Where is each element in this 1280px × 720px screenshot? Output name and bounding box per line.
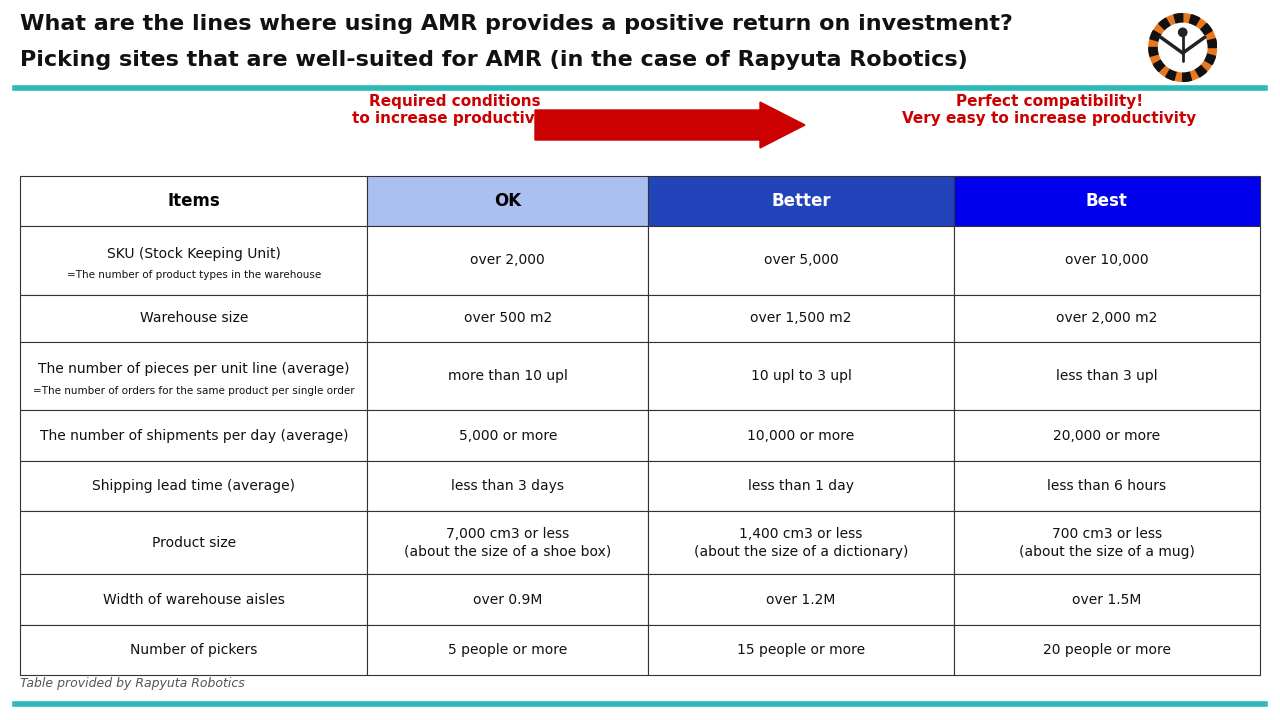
Text: less than 6 hours: less than 6 hours [1047, 479, 1166, 493]
Bar [648, 625, 954, 675]
Bar [367, 176, 648, 226]
Bar [20, 176, 367, 226]
Bar [20, 294, 367, 342]
Text: Shipping lead time (average): Shipping lead time (average) [92, 479, 296, 493]
Bar [20, 410, 367, 461]
Text: Perfect compatibility!
Very easy to increase productivity: Perfect compatibility! Very easy to incr… [902, 94, 1197, 126]
Text: less than 1 day: less than 1 day [748, 479, 854, 493]
Text: less than 3 days: less than 3 days [452, 479, 564, 493]
Text: 10,000 or more: 10,000 or more [748, 428, 855, 443]
Wedge shape [1199, 24, 1212, 35]
Bar [367, 294, 648, 342]
Text: Picking sites that are well-suited for AMR (in the case of Rapyuta Robotics): Picking sites that are well-suited for A… [20, 50, 968, 71]
Wedge shape [1174, 14, 1183, 24]
FancyArrow shape [535, 102, 805, 148]
Bar [20, 461, 367, 511]
Text: less than 3 upl: less than 3 upl [1056, 369, 1157, 383]
Bar [954, 461, 1260, 511]
Text: over 5,000: over 5,000 [764, 253, 838, 267]
Text: =The number of product types in the warehouse: =The number of product types in the ware… [67, 271, 321, 280]
Wedge shape [1189, 15, 1199, 27]
Text: Best: Best [1085, 192, 1128, 210]
Text: over 2,000 m2: over 2,000 m2 [1056, 311, 1157, 325]
Bar [954, 176, 1260, 226]
Bar [954, 575, 1260, 625]
Text: 700 cm3 or less
(about the size of a mug): 700 cm3 or less (about the size of a mug… [1019, 527, 1194, 559]
Text: The number of pieces per unit line (average): The number of pieces per unit line (aver… [38, 362, 349, 377]
Bar [20, 342, 367, 410]
Text: 20,000 or more: 20,000 or more [1053, 428, 1160, 443]
Wedge shape [1166, 68, 1176, 80]
Text: Number of pickers: Number of pickers [131, 643, 257, 657]
Bar [648, 342, 954, 410]
Wedge shape [1203, 54, 1216, 65]
Wedge shape [1194, 65, 1207, 77]
Text: more than 10 upl: more than 10 upl [448, 369, 568, 383]
Text: over 1,500 m2: over 1,500 m2 [750, 311, 851, 325]
Text: Better: Better [772, 192, 831, 210]
Bar [367, 625, 648, 675]
Bar [648, 511, 954, 575]
Text: =The number of orders for the same product per single order: =The number of orders for the same produ… [33, 386, 355, 396]
Bar [648, 410, 954, 461]
Bar [367, 461, 648, 511]
Wedge shape [1149, 30, 1162, 41]
Bar [954, 511, 1260, 575]
Bar [954, 625, 1260, 675]
Text: Table provided by Rapyuta Robotics: Table provided by Rapyuta Robotics [20, 677, 246, 690]
Text: over 1.5M: over 1.5M [1073, 593, 1142, 607]
Bar [648, 575, 954, 625]
Bar [367, 226, 648, 294]
Text: What are the lines where using AMR provides a positive return on investment?: What are the lines where using AMR provi… [20, 14, 1014, 35]
Bar [20, 226, 367, 294]
Bar [367, 575, 648, 625]
Text: 20 people or more: 20 people or more [1043, 643, 1171, 657]
Bar [954, 410, 1260, 461]
Text: Warehouse size: Warehouse size [140, 311, 248, 325]
Bar [954, 342, 1260, 410]
Text: over 10,000: over 10,000 [1065, 253, 1148, 267]
Text: Required conditions
to increase productivity: Required conditions to increase producti… [352, 94, 557, 126]
Bar [648, 176, 954, 226]
Text: 7,000 cm3 or less
(about the size of a shoe box): 7,000 cm3 or less (about the size of a s… [404, 527, 612, 559]
Text: The number of shipments per day (average): The number of shipments per day (average… [40, 428, 348, 443]
Wedge shape [1183, 71, 1192, 81]
Bar [20, 575, 367, 625]
Bar [20, 511, 367, 575]
Text: Product size: Product size [152, 536, 236, 550]
Bar [648, 461, 954, 511]
Text: over 1.2M: over 1.2M [767, 593, 836, 607]
Wedge shape [1153, 60, 1166, 71]
Text: SKU (Stock Keeping Unit): SKU (Stock Keeping Unit) [108, 246, 280, 261]
Bar [648, 226, 954, 294]
Text: OK: OK [494, 192, 521, 210]
Circle shape [1179, 28, 1187, 37]
Text: Items: Items [168, 192, 220, 210]
Wedge shape [1158, 18, 1171, 30]
Text: over 0.9M: over 0.9M [474, 593, 543, 607]
Text: 5 people or more: 5 people or more [448, 643, 567, 657]
Bar [367, 410, 648, 461]
Text: 10 upl to 3 upl: 10 upl to 3 upl [750, 369, 851, 383]
Wedge shape [1149, 48, 1160, 56]
Bar [367, 342, 648, 410]
Text: 15 people or more: 15 people or more [737, 643, 865, 657]
Wedge shape [1206, 39, 1216, 48]
Bar [954, 294, 1260, 342]
Text: over 2,000: over 2,000 [471, 253, 545, 267]
Bar [648, 294, 954, 342]
Text: 1,400 cm3 or less
(about the size of a dictionary): 1,400 cm3 or less (about the size of a d… [694, 527, 909, 559]
Circle shape [1149, 14, 1216, 81]
Text: Width of warehouse aisles: Width of warehouse aisles [102, 593, 285, 607]
Text: 5,000 or more: 5,000 or more [458, 428, 557, 443]
Bar [20, 625, 367, 675]
Bar [954, 226, 1260, 294]
Text: over 500 m2: over 500 m2 [463, 311, 552, 325]
Circle shape [1158, 23, 1207, 72]
Bar [367, 511, 648, 575]
